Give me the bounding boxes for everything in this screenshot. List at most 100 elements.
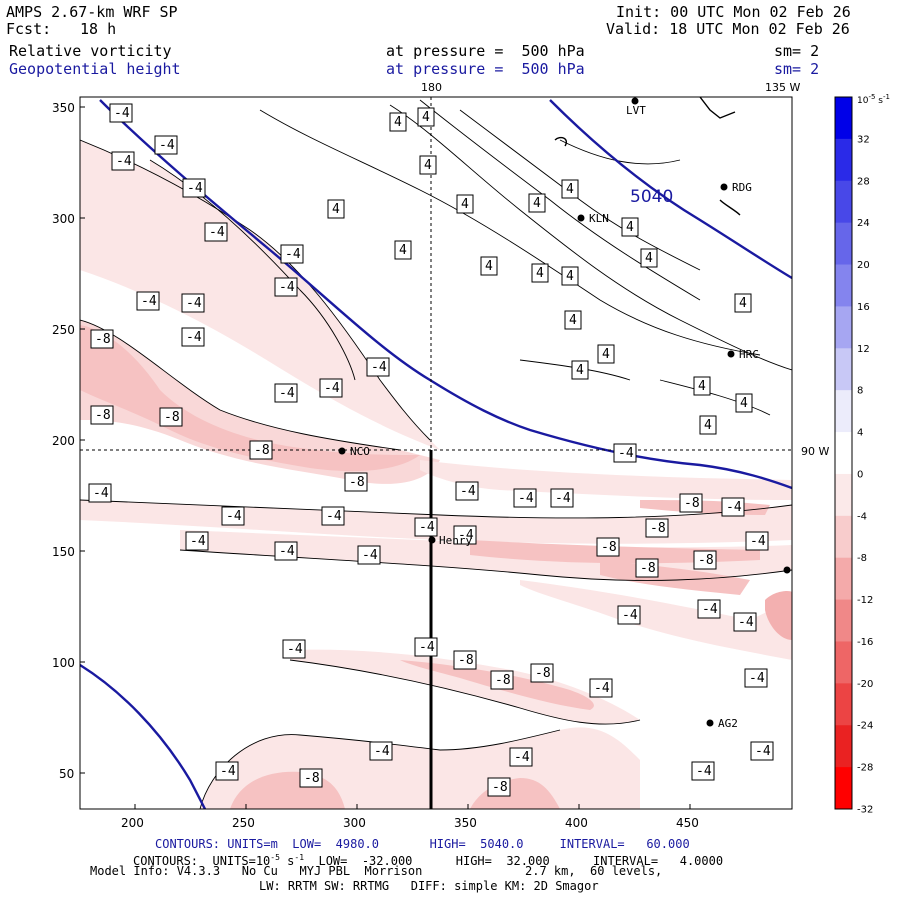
svg-text:-4: -4: [226, 509, 242, 524]
svg-text:-4: -4: [419, 520, 435, 535]
footer-line3-right: 2.7 km, 60 levels,: [525, 864, 663, 878]
svg-text:-4: -4: [374, 744, 390, 759]
contour-label: 4: [564, 310, 582, 330]
contour-label: -4: [88, 483, 112, 503]
svg-text:-4: -4: [738, 615, 754, 630]
svg-text:-4: -4: [419, 640, 435, 655]
contour-label: -4: [697, 599, 721, 619]
forecast-hour: 18 h: [80, 20, 117, 38]
y-tick-label: 100: [52, 656, 75, 670]
colorbar: 32 28 24 20 16 12 8 4 0 -4 -8 -12 -16 -20 -24 -28 -32 10…: [834, 93, 890, 816]
contour-label: -4: [321, 506, 345, 526]
contour-label: -4: [550, 488, 574, 508]
svg-text:-4: -4: [622, 608, 638, 623]
contour-label: -4: [215, 761, 239, 781]
svg-text:4: 4: [739, 296, 747, 311]
svg-text:4: 4: [576, 363, 584, 378]
svg-text:4: 4: [394, 115, 402, 130]
y-tick-label: 50: [59, 767, 74, 781]
contour-label: -8: [249, 440, 273, 460]
contour-label: -8: [487, 777, 511, 797]
colorbar-tick-label: 12: [857, 344, 870, 355]
contour-label: -8: [344, 472, 368, 492]
svg-text:-4: -4: [285, 247, 301, 262]
svg-text:-4: -4: [186, 330, 202, 345]
contour-label: 4: [327, 199, 345, 219]
svg-text:4: 4: [399, 243, 407, 258]
contour-label: -4: [721, 497, 745, 517]
svg-text:-4: -4: [116, 154, 132, 169]
svg-text:4: 4: [332, 202, 340, 217]
colorbar-tick-label: 16: [857, 302, 870, 313]
contour-label: -4: [589, 678, 613, 698]
station-rdg: RDG: [720, 181, 752, 194]
svg-text:-4: -4: [141, 294, 157, 309]
svg-text:-4: -4: [187, 181, 203, 196]
y-tick-label: 300: [52, 212, 75, 226]
contour-label: -4: [282, 639, 306, 659]
contour-label: -8: [693, 550, 717, 570]
x-axis: 200 250 300 350 400 450: [121, 816, 699, 830]
station-dot-icon: [631, 97, 639, 105]
contour-label: 4: [735, 393, 753, 413]
y-axis: 350 300 250 200 150 100 50: [52, 101, 75, 781]
colorbar-tick-label: -12: [857, 595, 873, 606]
svg-text:-4: -4: [371, 360, 387, 375]
station-dot-icon: [706, 719, 714, 727]
geopotential-contours: [80, 99, 792, 809]
contour-label: -4: [745, 531, 769, 551]
contour-label: -4: [274, 541, 298, 561]
contour-label: -4: [509, 747, 533, 767]
svg-text:-4: -4: [209, 225, 225, 240]
svg-text:-4: -4: [749, 671, 765, 686]
colorbar-tick-label: 28: [857, 176, 870, 187]
svg-text:-8: -8: [535, 666, 551, 681]
svg-text:4: 4: [424, 158, 432, 173]
x-tick-label: 250: [232, 816, 255, 830]
station-dot-icon: [428, 536, 436, 544]
lon-label-135w: 135 W: [765, 81, 800, 94]
svg-text:KLN: KLN: [589, 212, 609, 225]
contour-label: -4: [154, 135, 178, 155]
colorbar-swatch: [835, 180, 852, 224]
colorbar-tick-label: -28: [857, 763, 873, 774]
colorbar-swatch: [835, 599, 852, 642]
vorticity-shading: [80, 140, 792, 809]
svg-text:-8: -8: [601, 540, 617, 555]
contour-label: 4: [419, 155, 437, 175]
station-dot-icon: [338, 447, 346, 455]
svg-text:-8: -8: [650, 521, 666, 536]
colorbar-swatch: [835, 683, 852, 726]
svg-text:4: 4: [566, 182, 574, 197]
colorbar-tick-label: 20: [857, 260, 870, 271]
svg-text:4: 4: [704, 418, 712, 433]
station-henry: Henry: [428, 534, 472, 547]
svg-text:-4: -4: [287, 642, 303, 657]
x-tick-label: 400: [565, 816, 588, 830]
svg-text:4: 4: [602, 347, 610, 362]
svg-text:-4: -4: [750, 534, 766, 549]
contour-label: 4: [734, 293, 752, 313]
svg-text:-8: -8: [698, 553, 714, 568]
contour-label: 4: [699, 415, 717, 435]
y-tick-label: 150: [52, 545, 75, 559]
svg-text:4: 4: [422, 110, 430, 125]
footer-line4: LW: RRTM SW: RRTMG DIFF: simple KM: 2D S…: [259, 879, 599, 893]
svg-text:-8: -8: [95, 332, 111, 347]
lon-label-180: 180: [421, 81, 442, 94]
contour-label: -4: [733, 612, 757, 632]
svg-text:-4: -4: [458, 528, 474, 543]
contour-labels: -4 -4 -4 -4 -4 -4 -4 -4 -4 -4 -8 -4 -4 -…: [88, 103, 774, 797]
contour-label: 4: [389, 112, 407, 132]
contour-label: -4: [182, 178, 206, 198]
svg-text:-8: -8: [684, 496, 700, 511]
svg-text:Henry: Henry: [439, 534, 472, 547]
svg-text:-4: -4: [555, 491, 571, 506]
colorbar-tick-label: 32: [857, 134, 870, 145]
svg-text:-4: -4: [186, 296, 202, 311]
field2-name: Geopotential height: [9, 60, 181, 78]
contour-label: -4: [357, 545, 381, 565]
colorbar-swatch: [835, 767, 852, 810]
contour-label: 4: [571, 360, 589, 380]
svg-text:-4: -4: [279, 544, 295, 559]
